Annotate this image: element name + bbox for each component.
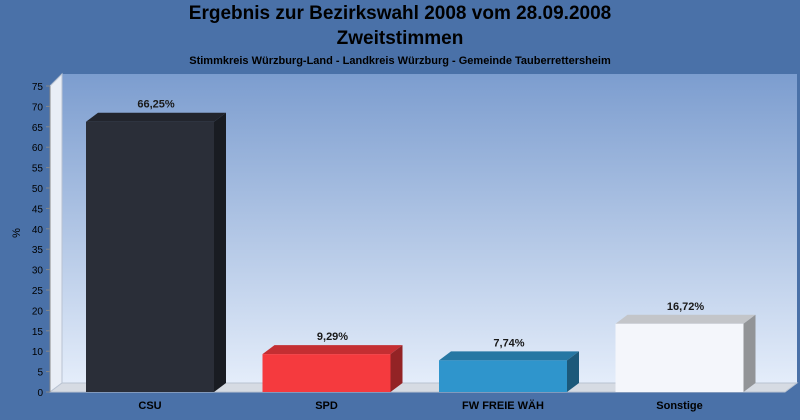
y-tick-label: 40 [32, 225, 44, 236]
bar-front-face [262, 354, 391, 392]
x-tick-label: CSU [138, 400, 161, 412]
x-tick-label: SPD [315, 400, 338, 412]
y-tick-label: 5 [37, 368, 43, 379]
y-tick-label: 30 [32, 266, 44, 277]
x-tick-label: FW FREIE WÄH [462, 399, 544, 412]
y-axis-label: % [11, 228, 23, 238]
y-tick-label: 10 [32, 347, 44, 358]
bar-side-face [390, 345, 403, 392]
bar-front-face [615, 323, 744, 392]
bar [615, 314, 756, 392]
bar-side-face [567, 351, 579, 392]
chart-title: Ergebnis zur Bezirkswahl 2008 vom 28.09.… [188, 3, 612, 24]
bar-value-label: 7,74% [493, 337, 524, 349]
bar-side-face [743, 314, 756, 392]
y-tick-label: 15 [32, 327, 44, 338]
y-tick-label: 25 [32, 286, 44, 297]
bar-top-face [615, 314, 756, 324]
bar-top-face [439, 351, 579, 361]
bar [439, 351, 579, 392]
chart-subtitle: Zweitstimmen [336, 28, 464, 49]
bar-front-face [439, 360, 567, 392]
x-tick-label: Sonstige [656, 400, 702, 412]
y-tick-label: 70 [32, 102, 44, 113]
bar-top-face [86, 112, 226, 122]
y-tick-label: 20 [32, 306, 44, 317]
y-tick-label: 45 [32, 204, 44, 215]
y-axis: 0 5 10 15 20 25 30 35 40 45 50 55 60 65 70 75 [32, 82, 51, 399]
plot-back-wall [62, 74, 797, 383]
y-tick-label: 0 [37, 388, 43, 399]
bar [86, 112, 226, 392]
bar-series: 66,25% CSU 9,29% SPD 7,74% FW FREIE WÄH 16,72%… [86, 99, 756, 412]
y-tick-label: 50 [32, 184, 44, 195]
bar-front-face [86, 121, 214, 392]
bar-value-label: 66,25% [137, 99, 175, 111]
y-tick-label: 60 [32, 143, 44, 154]
y-tick-label: 75 [32, 82, 44, 93]
plot-left-wall [49, 72, 63, 393]
y-tick-label: 55 [32, 164, 44, 175]
chart-caption: Stimmkreis Würzburg-Land - Landkreis Wür… [189, 55, 611, 67]
bar-side-face [214, 112, 226, 392]
y-tick-label: 65 [32, 123, 44, 134]
bar-top-face [262, 345, 403, 355]
bar-value-label: 16,72% [667, 301, 705, 313]
bar [262, 345, 403, 392]
y-tick-label: 35 [32, 245, 44, 256]
bar-value-label: 9,29% [317, 331, 348, 343]
